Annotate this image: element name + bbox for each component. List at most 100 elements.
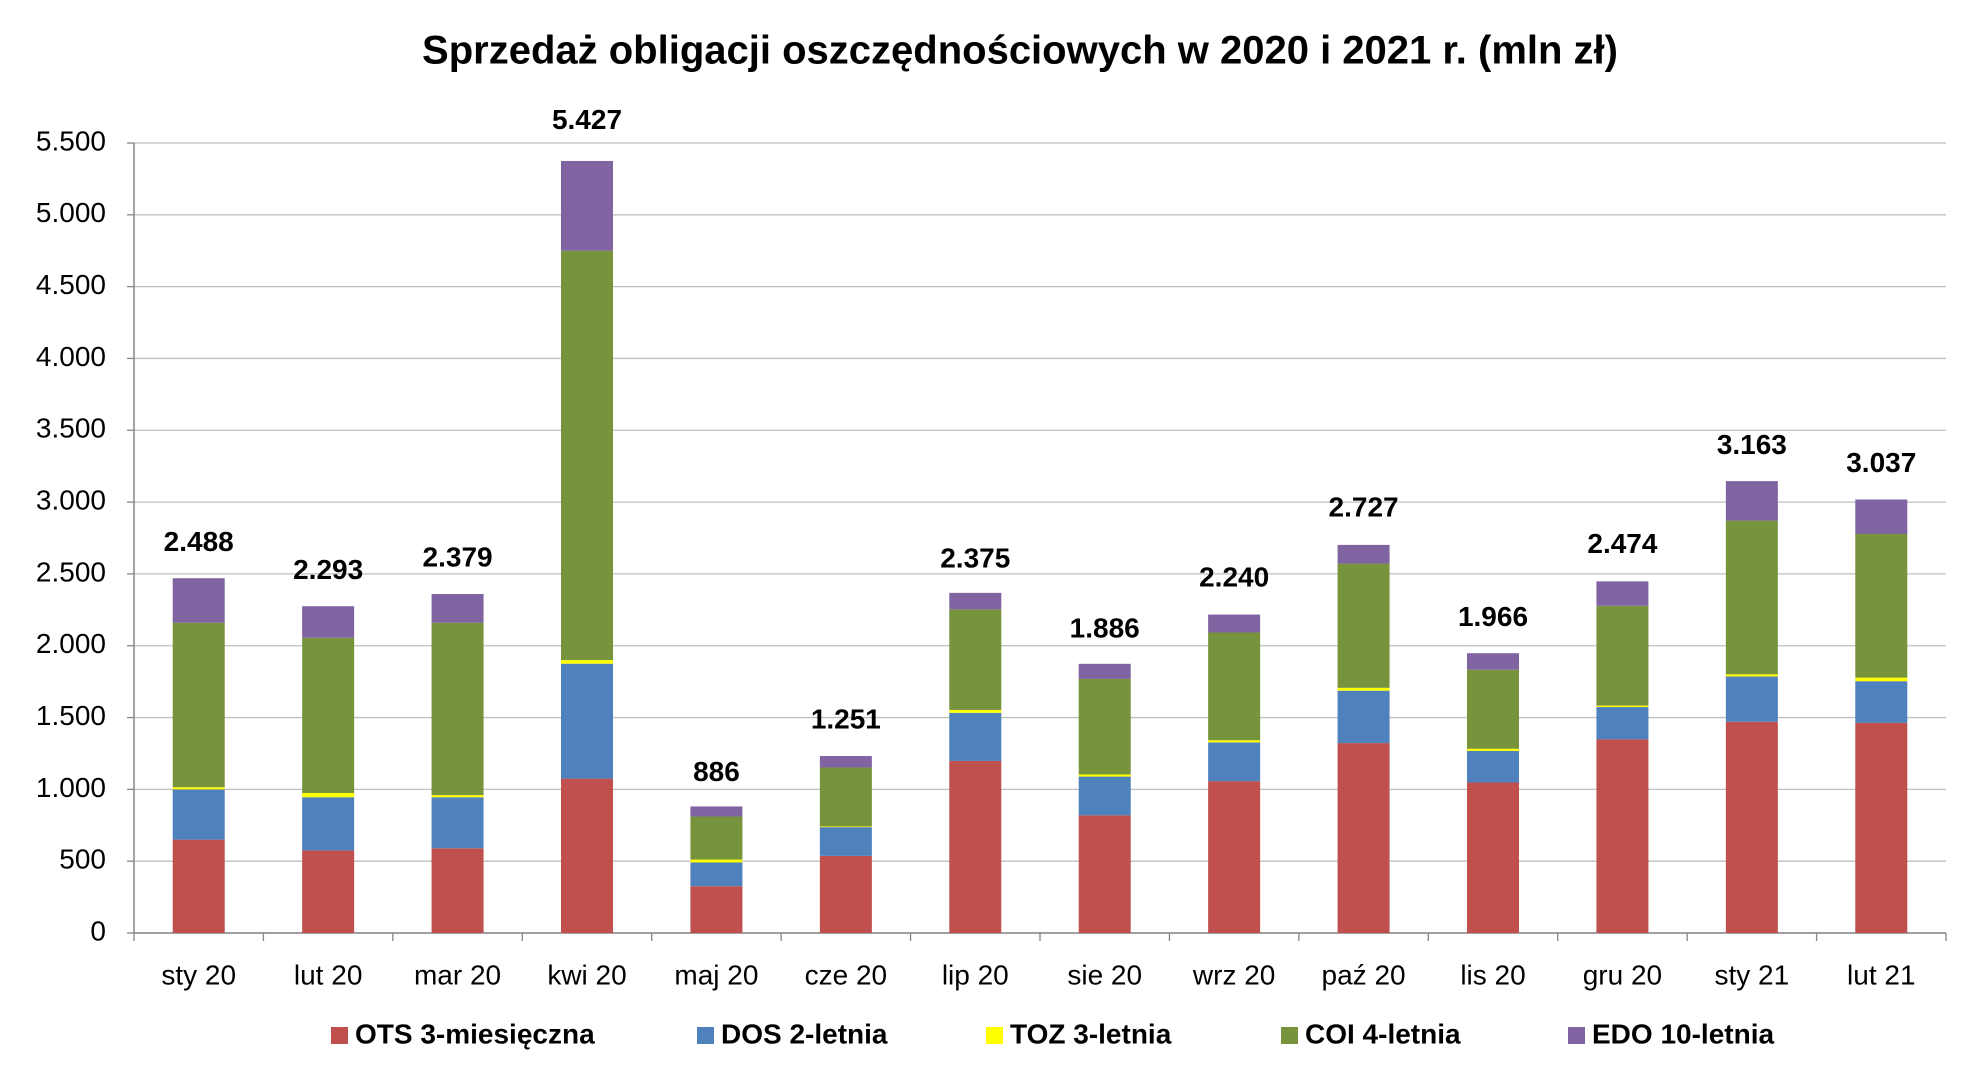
bar-segment <box>561 778 613 933</box>
bar-segment <box>172 789 225 840</box>
legend-label: OTS 3-miesięczna <box>355 1018 595 1049</box>
bar-segment <box>1725 721 1778 933</box>
x-tick-label: kwi 20 <box>547 959 626 990</box>
x-tick-label: lut 21 <box>1847 959 1916 990</box>
legend-swatch <box>1281 1027 1298 1044</box>
bar-segment <box>561 160 613 251</box>
bar-segment <box>1725 674 1778 677</box>
total-label: 2.375 <box>940 542 1010 573</box>
bar-segment <box>1855 677 1908 682</box>
bar-segment <box>949 760 1002 933</box>
y-tick-label: 4.000 <box>36 341 106 372</box>
total-label: 1.966 <box>1458 601 1528 632</box>
bar-segment <box>431 848 484 933</box>
bar-segment <box>1725 676 1778 722</box>
x-tick-label: lis 20 <box>1460 959 1525 990</box>
bar-segment <box>1596 705 1649 708</box>
total-label: 2.240 <box>1199 562 1269 593</box>
x-tick-label: paź 20 <box>1322 959 1406 990</box>
bar-segment <box>819 827 872 856</box>
y-tick-label: 0 <box>90 915 106 946</box>
bar-segment <box>1337 743 1390 933</box>
bar-segment <box>1337 563 1390 688</box>
total-label: 2.293 <box>293 554 363 585</box>
bar-segment <box>1596 707 1649 740</box>
bar-segment <box>302 797 355 851</box>
bar-segment <box>1596 581 1649 606</box>
bar-segment <box>1467 748 1519 751</box>
y-tick-label: 2.000 <box>36 628 106 659</box>
legend-label: EDO 10-letnia <box>1592 1018 1774 1049</box>
x-tick-label: lip 20 <box>942 959 1009 990</box>
y-tick-label: 1.000 <box>36 772 106 803</box>
bar-segment <box>172 622 225 788</box>
bar-segment <box>949 712 1002 761</box>
bar-segment <box>819 756 872 768</box>
bar-segment <box>302 792 355 798</box>
y-tick-label: 2.500 <box>36 556 106 587</box>
bar-segment <box>1467 653 1519 670</box>
bar-segment <box>302 606 355 638</box>
bar-segment <box>1337 544 1390 564</box>
total-label: 2.474 <box>1587 528 1657 559</box>
bar-segment <box>1596 739 1649 933</box>
bar-segment <box>1337 687 1390 691</box>
legend-swatch <box>1568 1027 1585 1044</box>
total-label: 5.427 <box>552 104 622 135</box>
bar-segment <box>1725 520 1778 675</box>
x-tick-label: sty 21 <box>1715 959 1790 990</box>
y-tick-label: 500 <box>59 844 106 875</box>
bar-segment <box>1855 722 1908 933</box>
bar-segment <box>690 862 743 887</box>
bar-segment <box>1467 750 1519 783</box>
total-label: 2.488 <box>164 526 234 557</box>
legend-label: COI 4-letnia <box>1305 1018 1461 1049</box>
bar-segment <box>1596 605 1649 706</box>
bar-segment <box>561 250 613 661</box>
bar-segment <box>1078 663 1131 679</box>
y-tick-label: 1.500 <box>36 700 106 731</box>
x-tick-label: maj 20 <box>674 959 758 990</box>
bar-segment <box>1078 774 1131 777</box>
x-tick-label: sie 20 <box>1067 959 1142 990</box>
bar-segment <box>302 850 355 933</box>
total-label: 2.379 <box>423 542 493 573</box>
bar-segment <box>819 826 872 828</box>
bar-segment <box>1208 781 1261 933</box>
bar-segment <box>431 622 484 796</box>
bar-segment <box>1208 742 1261 782</box>
y-tick-label: 5.500 <box>36 125 106 156</box>
bar-segment <box>690 806 743 817</box>
bar-segment <box>172 839 225 933</box>
bar-segment <box>949 709 1002 713</box>
y-tick-label: 3.000 <box>36 484 106 515</box>
bar-segment <box>561 660 613 664</box>
bar-segment <box>302 637 355 793</box>
bar-segment <box>172 787 225 790</box>
y-tick-label: 4.500 <box>36 269 106 300</box>
bar-segment <box>949 609 1002 710</box>
bar-segment <box>431 795 484 798</box>
bar-segment <box>1208 632 1261 741</box>
bar-segment <box>690 816 743 860</box>
bar-segment <box>819 767 872 827</box>
chart-title: Sprzedaż obligacji oszczędnościowych w 2… <box>422 29 1618 73</box>
bar-segment <box>1208 614 1261 633</box>
legend-swatch <box>331 1027 348 1044</box>
bar-segment <box>819 855 872 933</box>
bar-segment <box>1855 533 1908 678</box>
total-label: 3.037 <box>1846 447 1916 478</box>
x-tick-label: lut 20 <box>294 959 363 990</box>
bar-segment <box>431 797 484 849</box>
x-tick-label: cze 20 <box>805 959 888 990</box>
y-tick-label: 5.000 <box>36 197 106 228</box>
legend-label: TOZ 3-letnia <box>1010 1018 1172 1049</box>
bar-segment <box>690 859 743 863</box>
bar-segment <box>1078 815 1131 933</box>
legend-label: DOS 2-letnia <box>721 1018 888 1049</box>
bar-segment <box>690 886 743 933</box>
bar-segment <box>1078 776 1131 816</box>
legend-swatch <box>697 1027 714 1044</box>
legend-swatch <box>986 1027 1003 1044</box>
